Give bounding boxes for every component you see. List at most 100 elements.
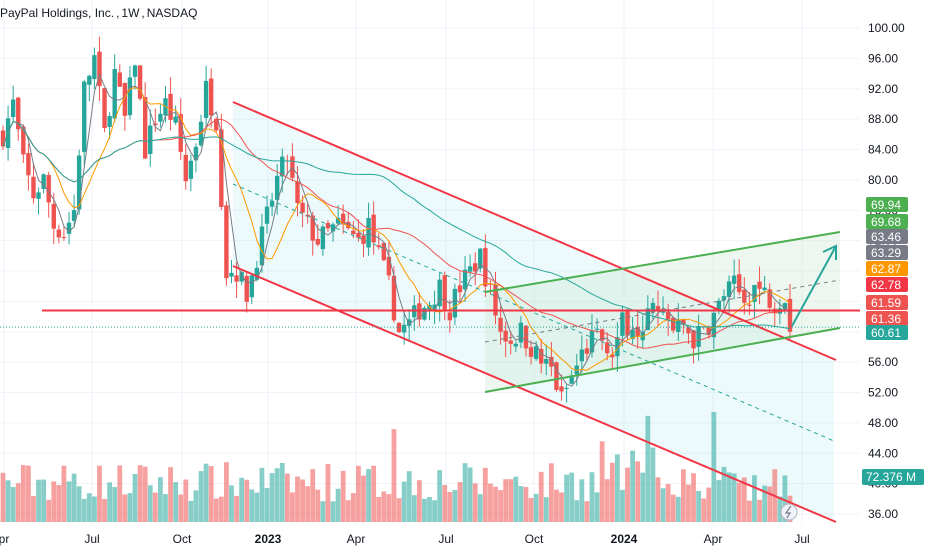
volume-bar — [163, 494, 168, 522]
candle-body — [82, 81, 87, 153]
y-tick-label: 52.00 — [868, 386, 898, 400]
volume-bar — [386, 494, 392, 522]
price-label-text: 62.87 — [871, 262, 901, 276]
projection-arrow — [791, 245, 837, 327]
candle-body — [671, 317, 676, 331]
volume-bar — [569, 472, 575, 522]
candle-body — [249, 275, 254, 298]
volume-bar — [376, 496, 382, 522]
volume-bar — [335, 488, 341, 522]
y-tick-label: 56.00 — [868, 355, 898, 369]
candle-body — [229, 272, 234, 277]
candle-body — [498, 317, 503, 332]
volume-bar — [71, 473, 77, 522]
price-label: 61.59 — [866, 295, 908, 310]
candle-body — [346, 221, 351, 229]
candle-body — [254, 267, 260, 280]
volume-bar — [259, 467, 265, 522]
volume-bar — [518, 486, 524, 522]
candle-body — [61, 237, 67, 239]
volume-bar — [589, 472, 595, 522]
candle-body — [132, 65, 138, 77]
volume-bar — [310, 469, 316, 522]
candle-body — [381, 242, 387, 261]
price-label-box — [866, 261, 908, 276]
candle-body — [473, 263, 478, 272]
candle-body — [691, 330, 696, 349]
volume-bar — [411, 495, 417, 522]
candle-body — [447, 312, 453, 321]
volume-bar — [112, 487, 118, 522]
candle-body — [244, 275, 249, 302]
volume-bar — [498, 490, 503, 522]
volume-bar — [609, 462, 615, 522]
price-label: 60.61 — [866, 325, 908, 340]
candle-body — [564, 387, 569, 389]
volume-bar — [548, 463, 554, 522]
volume-bar — [538, 471, 544, 522]
volume-bar — [371, 465, 377, 522]
volume-bar — [361, 475, 366, 522]
candle-body — [21, 126, 26, 155]
candle-body — [274, 175, 280, 200]
volume-bar — [482, 467, 488, 522]
candle-body — [559, 386, 564, 392]
volume-bar — [31, 495, 36, 522]
candle-body — [787, 298, 793, 332]
candle-body — [148, 125, 153, 154]
candle-body — [406, 319, 412, 326]
exchange: NASDAQ — [146, 6, 198, 20]
volume-bar — [158, 477, 163, 522]
candle-body — [594, 328, 600, 330]
candle-body — [544, 359, 549, 364]
y-tick-label: 48.00 — [868, 416, 898, 430]
volume-bar — [660, 488, 666, 522]
price-label: 69.68 — [866, 214, 908, 229]
candle-body — [747, 304, 752, 306]
volume-bar — [178, 494, 184, 522]
volume-bar — [117, 465, 123, 522]
volume-bar — [635, 461, 641, 522]
candle-body — [56, 229, 62, 238]
candle-body — [630, 329, 635, 339]
sma-longest-line — [2, 120, 791, 330]
candle-body — [737, 274, 742, 293]
y-tick-label: 36.00 — [868, 507, 898, 521]
volume-bar — [447, 492, 453, 522]
volume-bar — [599, 441, 605, 522]
candle-body — [493, 284, 498, 316]
price-label-box — [866, 295, 908, 310]
volume-bar — [741, 477, 747, 522]
candle-body — [549, 356, 554, 367]
volume-bar — [706, 487, 712, 522]
volume-bar — [198, 471, 204, 522]
candle-body — [533, 346, 539, 359]
volume-bar — [432, 500, 437, 522]
volume-bar — [396, 498, 402, 522]
sma-mid-line — [2, 86, 791, 371]
volume-bar — [437, 470, 443, 522]
y-tick-label: 84.00 — [868, 143, 898, 157]
volume-bar — [680, 469, 686, 522]
candle-body — [610, 354, 615, 358]
volume-bar — [604, 479, 610, 522]
volume-bar — [269, 473, 275, 522]
volume-bar — [488, 483, 493, 522]
candle-body — [340, 213, 346, 225]
candle-body — [107, 116, 112, 127]
candle-body — [320, 226, 326, 250]
volume-bar — [614, 454, 620, 522]
volume-bar — [574, 500, 580, 522]
price-label-box — [866, 197, 908, 212]
flash-icon — [780, 503, 798, 521]
candle-body — [518, 322, 524, 343]
candle-body — [452, 288, 458, 318]
volume-bar — [213, 498, 219, 522]
candle-body — [625, 309, 630, 336]
drawings — [0, 101, 860, 523]
volume-bar — [630, 450, 635, 522]
price-label-text: 69.68 — [871, 215, 901, 229]
